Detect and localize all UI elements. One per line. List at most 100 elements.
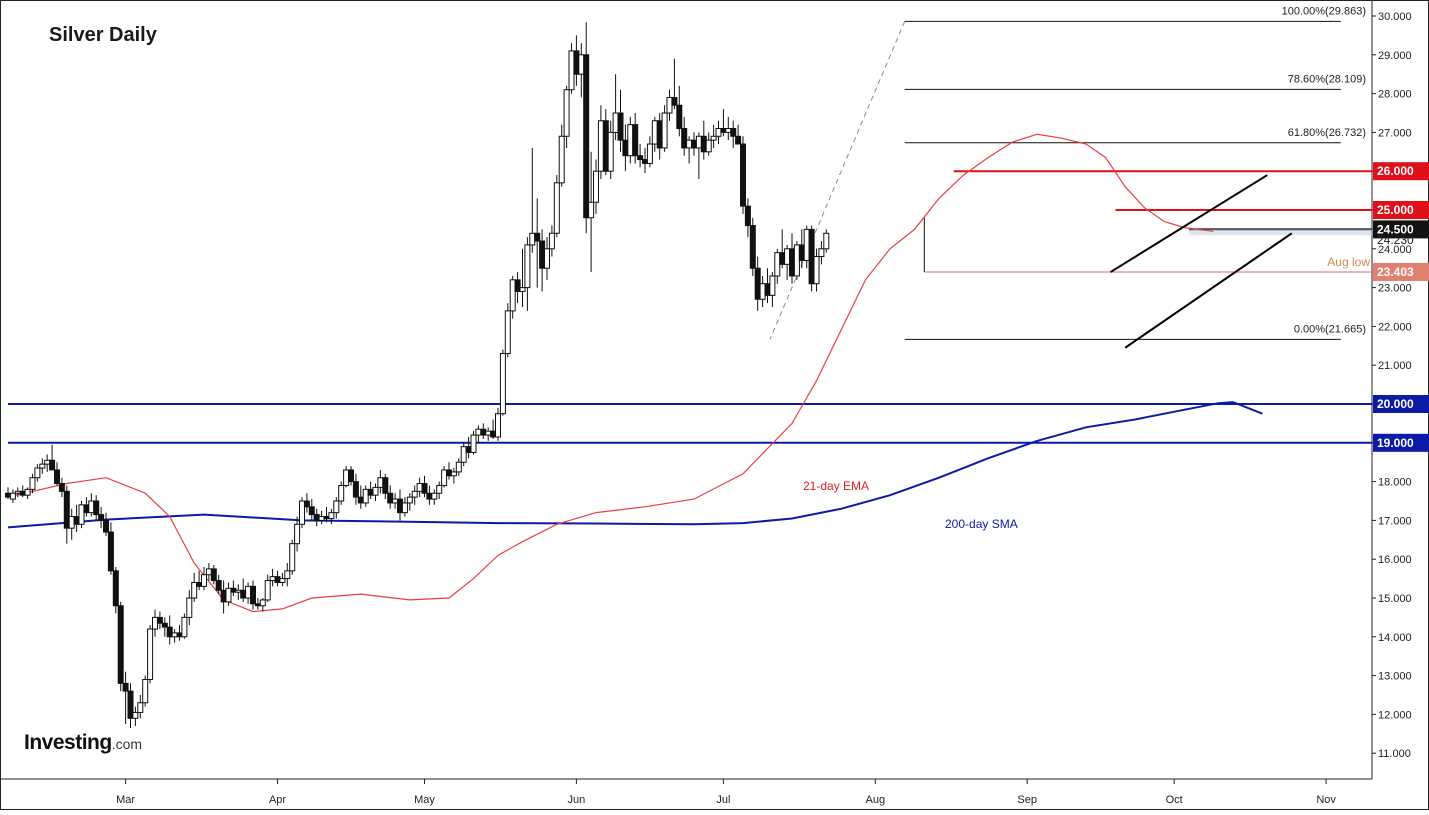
x-tick-label: Oct: [1166, 794, 1183, 806]
candle-body: [730, 128, 737, 137]
candle-body: [754, 267, 761, 300]
y-tick-label: 21.000: [1378, 360, 1412, 372]
candle-body: [436, 484, 443, 494]
candle-body: [250, 585, 256, 605]
candle-body: [583, 54, 590, 219]
candle-body: [220, 589, 227, 603]
candle-body: [818, 248, 825, 258]
price-tag-bg: [1373, 162, 1429, 181]
price-tag-bg: [1373, 395, 1429, 413]
candle-body: [9, 492, 16, 500]
candle-body: [299, 500, 305, 525]
x-tick-label: Jun: [568, 794, 586, 806]
candle-body: [666, 96, 673, 114]
candle-body: [686, 139, 693, 149]
candle-body: [235, 589, 242, 593]
candle-body: [215, 580, 222, 591]
candle-body: [553, 182, 560, 234]
candle-body: [186, 597, 193, 618]
candle-body: [431, 492, 438, 500]
candle-body: [411, 490, 418, 498]
candle-body: [544, 248, 550, 269]
y-tick-label: 23.000: [1378, 283, 1412, 295]
candle-body: [142, 678, 149, 704]
candle-body: [490, 430, 497, 438]
candle-body: [759, 283, 766, 300]
candle-body: [318, 516, 325, 521]
candle-body: [446, 469, 452, 477]
chart-title: Silver Daily: [49, 24, 157, 46]
y-axis-labels: 30.000 29.000 28.000 27.000 26.000 25.000 24.0…: [1372, 11, 1412, 760]
candle-body: [259, 599, 266, 607]
candle-body: [803, 228, 810, 261]
annotation-label: Aug low: [1327, 255, 1370, 269]
ema-21-line: [7, 133, 1214, 613]
x-axis-labels: Mar Apr May Jun Jul Aug Sep Oct Nov: [116, 779, 1336, 806]
candle-body: [392, 498, 399, 504]
candle-body: [352, 481, 359, 498]
candle-body: [240, 589, 247, 599]
x-tick-label: Aug: [866, 794, 886, 806]
price-tag-label: 20.000: [1377, 397, 1414, 411]
y-tick-label: 15.000: [1378, 593, 1412, 605]
candle-body: [715, 128, 722, 137]
candle-body: [245, 585, 252, 599]
candle-body: [137, 702, 144, 713]
y-tick-label: 14.000: [1378, 632, 1412, 644]
candle-body: [225, 587, 232, 603]
candle-body: [264, 580, 271, 601]
candle-body: [774, 252, 781, 277]
candle-body: [29, 477, 36, 490]
y-tick-label: 17.000: [1378, 515, 1412, 527]
candles: [5, 22, 830, 728]
annotation-label: 21-day EMA: [803, 479, 869, 493]
candle-body: [749, 225, 756, 269]
y-tick-label: 27.000: [1378, 127, 1412, 139]
axis-lines: [0, 0, 1373, 780]
candle-body: [323, 516, 330, 519]
candle-body: [387, 492, 394, 504]
candle-body: [156, 616, 163, 624]
candle-body: [465, 446, 472, 453]
candle-body: [642, 159, 648, 164]
y-tick-label: 13.000: [1378, 671, 1412, 683]
price-tag-bg: [1373, 201, 1429, 219]
resistance-band: [1188, 229, 1372, 236]
candle-body: [406, 496, 413, 504]
candle-body: [210, 568, 217, 582]
candle-body: [49, 459, 56, 471]
x-tick-label: Sep: [1017, 794, 1037, 806]
candle-body: [166, 626, 173, 638]
channel-lower-line: [1124, 232, 1293, 349]
candle-body: [68, 516, 75, 529]
candle-body: [651, 120, 658, 145]
candle-body: [313, 514, 320, 521]
candle-body: [83, 504, 90, 514]
price-tag-label: 24.230: [1377, 233, 1414, 247]
candle-body: [740, 143, 746, 207]
candle-body: [779, 252, 786, 265]
price-tag-label: 26.000: [1377, 164, 1414, 178]
candle-body: [789, 248, 795, 277]
candle-body: [588, 201, 595, 219]
annotation-label: 200-day SMA: [945, 517, 1018, 531]
candle-body: [578, 54, 585, 75]
candle-body: [509, 279, 516, 312]
candle-body: [519, 287, 526, 292]
candle-body: [568, 50, 575, 91]
candle-body: [171, 632, 178, 638]
candle-body: [333, 500, 340, 514]
candle-body: [480, 428, 487, 436]
sma-200-line: [7, 401, 1263, 529]
fib-trend-line: [769, 21, 906, 340]
y-tick-label: 24.000: [1378, 244, 1412, 256]
price-tag-bg: [1373, 220, 1429, 239]
candle-body: [269, 576, 276, 582]
candle-body: [813, 256, 820, 285]
candle-body: [63, 490, 70, 529]
annotations: Aug low 21-day EMA 200-day SMA: [803, 255, 1370, 531]
y-tick-label: 18.000: [1378, 477, 1412, 489]
candle-body: [612, 112, 619, 133]
